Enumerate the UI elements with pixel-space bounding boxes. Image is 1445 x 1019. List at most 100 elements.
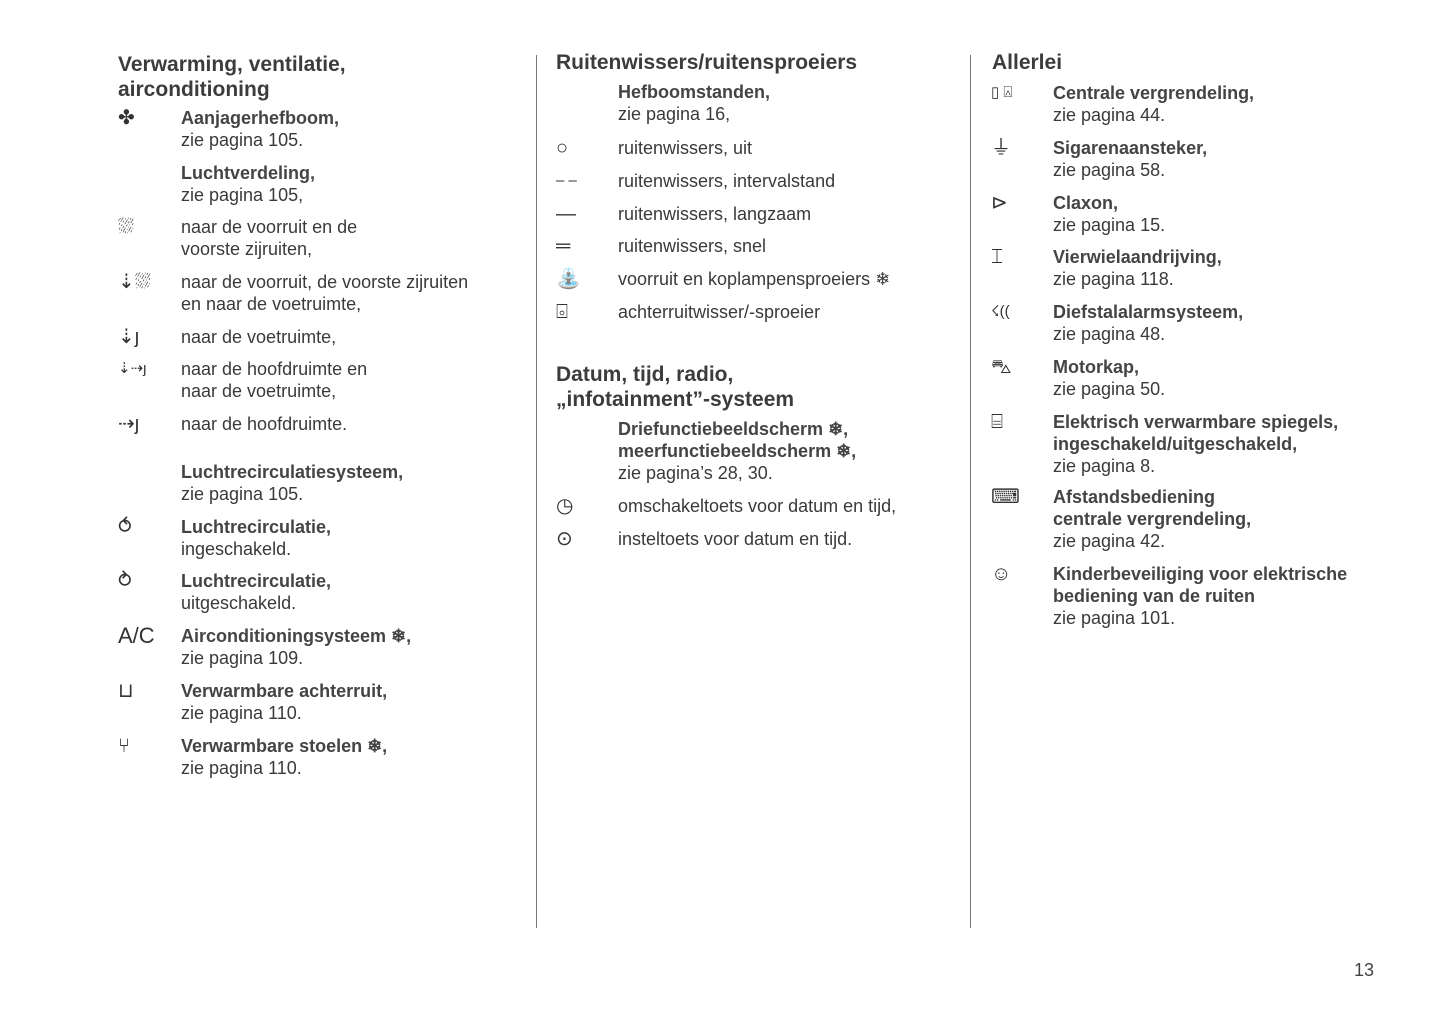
entry-text: ruitenwissers, snel <box>618 235 766 257</box>
entry-text: insteltoets voor datum en tijd. <box>618 528 852 550</box>
entry-title: Luchtverdeling, <box>181 163 316 183</box>
rear-wiper-icon: ⌻ <box>556 301 568 323</box>
entry-title: centrale vergrendeling, <box>1053 509 1252 529</box>
entry-description: naar de voetruimte, <box>181 381 337 401</box>
entry-text: Afstandsbediening centrale vergrendeling,… <box>1053 486 1251 552</box>
entry-title: Driefunctiebeeldscherm ❄, <box>618 419 849 439</box>
column-divider-2 <box>970 55 971 928</box>
entry-title: Claxon, <box>1053 193 1119 213</box>
entry-description: voorste zijruiten, <box>181 239 313 259</box>
entry-description: zie pagina 110. <box>181 703 302 723</box>
heading-line: „infotainment”-systeem <box>556 388 795 411</box>
heading-misc: Allerlei <box>992 50 1062 75</box>
entry-description: insteltoets voor datum en tijd. <box>618 529 853 549</box>
entry-text: Diefstalalarmsysteem, zie pagina 48. <box>1053 301 1243 345</box>
entry-description: zie pagina 8. <box>1053 456 1156 476</box>
entry-title: Centrale vergrendeling, <box>1053 83 1255 103</box>
entry-description: zie pagina 50. <box>1053 379 1166 399</box>
entry-text: Centrale vergrendeling, zie pagina 44. <box>1053 82 1254 126</box>
entry-text: Verwarmbare stoelen ❄, zie pagina 110. <box>181 735 387 779</box>
entry-text: achterruitwisser/-sproeier <box>618 301 820 323</box>
entry-description: zie pagina 58. <box>1053 160 1166 180</box>
entry-description: naar de voorruit en de <box>181 217 358 237</box>
heated-seat-icon: ⑂ <box>118 735 130 757</box>
entry-description: zie pagina 118. <box>1053 269 1174 289</box>
entry-title: Airconditioningsysteem ❄, <box>181 626 412 646</box>
entry-description: zie pagina 101. <box>1053 608 1176 628</box>
entry-text: Hefboomstanden, zie pagina 16, <box>618 81 770 125</box>
head-icon: ⇢ȷ <box>118 413 140 435</box>
heading-line: airconditioning <box>118 78 270 101</box>
heading-wipers: Ruitenwissers/ruitensproeiers <box>556 50 857 75</box>
heading-line: Allerlei <box>992 51 1063 74</box>
recirculation-off-icon: ⥁ <box>118 570 132 592</box>
entry-description: omschakeltoets voor datum en tijd, <box>618 496 897 516</box>
entry-title: Diefstalalarmsysteem, <box>1053 302 1244 322</box>
four-wheel-drive-icon: ⌶ <box>991 246 1003 268</box>
entry-text: Driefunctiebeeldscherm ❄, meerfunctiebeel… <box>618 418 856 484</box>
entry-title: Kinderbeveiliging voor elektrische <box>1053 564 1348 584</box>
entry-text: voorruit en koplampensproeiers ❄ <box>618 268 890 290</box>
entry-text: ruitenwissers, langzaam <box>618 203 811 225</box>
entry-description: ruitenwissers, langzaam <box>618 204 812 224</box>
entry-text: Vierwielaandrijving, zie pagina 118. <box>1053 246 1222 290</box>
entry-description: zie pagina 15. <box>1053 215 1166 235</box>
entry-description: zie pagina 44. <box>1053 105 1166 125</box>
entry-description: zie pagina 110. <box>181 758 302 778</box>
windshield-defrost-icon: ⛆ <box>118 216 134 238</box>
entry-title: Luchtrecirculatiesysteem, <box>181 462 404 482</box>
entry-text: naar de voorruit en de voorste zijruiten, <box>181 216 357 260</box>
entry-description: ruitenwissers, uit <box>618 138 753 158</box>
heated-mirror-icon: ⌸ <box>991 411 1003 433</box>
entry-title: bediening van de ruiten <box>1053 586 1256 606</box>
entry-text: Kinderbeveiliging voor elektrische bedien… <box>1053 563 1347 629</box>
entry-description: zie pagina 105. <box>181 130 304 150</box>
entry-description: zie pagina 16, <box>618 104 731 124</box>
clock-toggle-icon: ◷ <box>556 495 574 517</box>
entry-description: ruitenwissers, snel <box>618 236 767 256</box>
entry-text: naar de voetruimte, <box>181 326 336 348</box>
bonnet-icon: ⛍ <box>991 356 1012 378</box>
entry-title: Luchtrecirculatie, <box>181 571 332 591</box>
entry-description: voorruit en koplampensproeiers ❄ <box>618 269 891 289</box>
rear-window-heating-icon: ⊔ <box>118 680 134 702</box>
entry-description: zie pagina 105. <box>181 484 304 504</box>
entry-description: uitgeschakeld. <box>181 593 297 613</box>
entry-text: Luchtrecirculatiesysteem, zie pagina 105. <box>181 461 403 505</box>
column-divider-1 <box>536 55 537 928</box>
child-lock-icon: ☺ <box>991 563 1012 585</box>
set-button-icon: ⊙ <box>556 528 573 550</box>
wiper-off-icon: ○ <box>556 137 569 159</box>
entry-description: achterruitwisser/-sproeier <box>618 302 821 322</box>
heading-line: Datum, tijd, radio, <box>556 363 734 386</box>
entry-description: naar de voorruit, de voorste zijruiten <box>181 272 469 292</box>
entry-text: Sigarenaansteker, zie pagina 58. <box>1053 137 1207 181</box>
wiper-fast-icon: ═ <box>556 235 571 257</box>
cigarette-lighter-icon: ⏚ <box>991 137 1011 159</box>
entry-text: naar de hoofdruimte. <box>181 413 347 435</box>
entry-text: naar de voorruit, de voorste zijruiten en… <box>181 271 468 315</box>
entry-text: Elektrisch verwarmbare spiegels, ingescha… <box>1053 411 1338 477</box>
entry-text: ruitenwissers, uit <box>618 137 752 159</box>
entry-title: Verwarmbare achterruit, <box>181 681 388 701</box>
entry-description: en naar de voetruimte, <box>181 294 362 314</box>
entry-title: Motorkap, <box>1053 357 1140 377</box>
entry-title: Afstandsbediening <box>1053 487 1216 507</box>
alarm-icon: ☇(( <box>991 303 1010 320</box>
entry-text: Motorkap, zie pagina 50. <box>1053 356 1165 400</box>
entry-description: ruitenwissers, intervalstand <box>618 171 836 191</box>
entry-description: zie pagina 109. <box>181 648 304 668</box>
heading-heating: Verwarming, ventilatie, airconditioning <box>118 52 346 102</box>
entry-description: zie pagina 48. <box>1053 324 1166 344</box>
page-number: 13 <box>1354 960 1375 980</box>
entry-description: zie pagina 42. <box>1053 531 1166 551</box>
ac-icon: A/C <box>118 623 155 648</box>
entry-title: Aanjagerhefboom, <box>181 108 340 128</box>
entry-title: Luchtrecirculatie, <box>181 517 332 537</box>
wiper-slow-icon: — <box>556 203 576 225</box>
horn-icon: ⊳ <box>991 192 1008 214</box>
footwell-icon: ⇣ȷ <box>118 326 140 348</box>
entry-text: Luchtrecirculatie, uitgeschakeld. <box>181 570 331 614</box>
heading-datetime-radio: Datum, tijd, radio, „infotainment”-syste… <box>556 362 794 412</box>
heading-line: Verwarming, ventilatie, <box>118 53 346 76</box>
